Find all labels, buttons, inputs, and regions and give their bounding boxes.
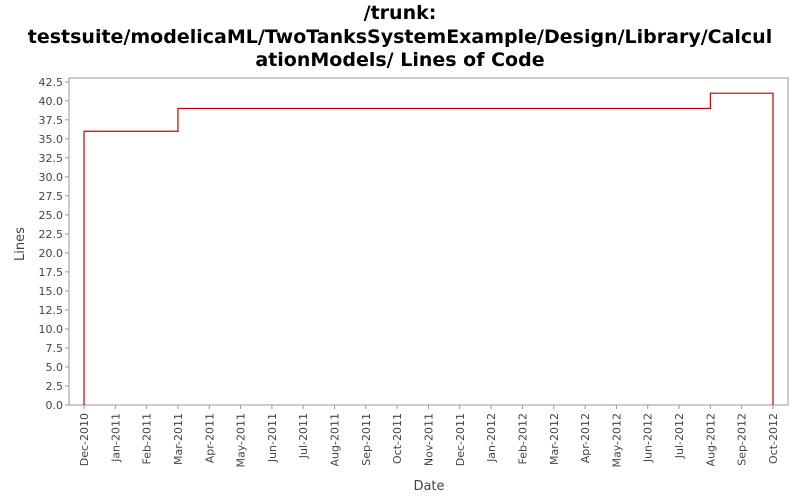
line-series [83,92,774,405]
x-tick-label: Jan-2011 [109,413,122,463]
x-tick-label: Jun-2011 [266,413,279,463]
chart-title: ationModels/ Lines of Code [255,49,544,71]
chart-title: /trunk: [364,2,437,24]
y-tick-label: 25.0 [39,209,64,222]
y-tick-label: 5.0 [46,361,64,374]
x-tick-label: Oct-2011 [391,413,404,464]
plot-area [68,77,789,406]
y-tick-label: 10.0 [39,323,64,336]
x-tick-label: Mar-2011 [172,413,185,465]
y-tick-label: 12.5 [39,304,64,317]
x-tick-label: Aug-2012 [704,413,717,466]
y-axis-label: Lines [13,227,28,261]
x-axis-label: Date [413,479,444,494]
x-tick-label: Jun-2012 [642,413,655,463]
x-tick-label: Oct-2012 [767,413,780,464]
x-tick-label: Dec-2011 [454,413,467,466]
y-tick-label: 40.0 [39,95,64,108]
x-tick-label: Jan-2012 [485,413,498,463]
x-tick-label: May-2011 [235,413,248,468]
x-tick-label: Aug-2011 [329,413,342,466]
y-tick-label: 20.0 [39,247,64,260]
x-tick-label: Feb-2012 [516,413,529,464]
x-tick-label: Apr-2011 [203,413,216,463]
y-tick-label: 32.5 [39,152,64,165]
x-tick-label: Feb-2011 [141,413,154,464]
x-tick-label: Sep-2011 [360,413,373,466]
y-tick-label: 2.5 [46,380,64,393]
y-tick-label: 42.5 [39,76,64,89]
y-tick-label: 35.0 [39,133,64,146]
x-tick-label: May-2012 [610,413,623,468]
y-tick-label: 22.5 [39,228,64,241]
y-tick-label: 7.5 [46,342,64,355]
x-tick-label: Mar-2012 [548,413,561,465]
y-tick-label: 0.0 [46,399,64,412]
y-tick-label: 15.0 [39,285,64,298]
y-tick-label: 27.5 [39,190,64,203]
x-tick-label: Jul-2012 [673,413,686,459]
y-tick-label: 37.5 [39,114,64,127]
chart-title: testsuite/modelicaML/TwoTanksSystemExamp… [28,26,772,48]
x-tick-label: Nov-2011 [423,413,436,466]
x-tick-label: Sep-2012 [736,413,749,466]
x-tick-label: Jul-2011 [297,413,310,459]
y-tick-label: 30.0 [39,171,64,184]
y-tick-label: 17.5 [39,266,64,279]
x-tick-label: Dec-2010 [78,413,91,466]
x-tick-label: Apr-2012 [579,413,592,463]
